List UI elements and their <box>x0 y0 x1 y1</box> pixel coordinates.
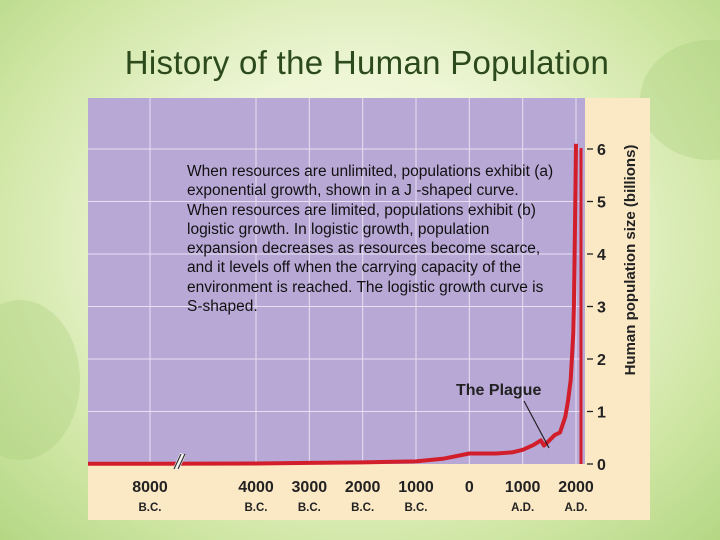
decorative-leaf <box>0 300 80 460</box>
axis-break-icon <box>173 452 186 471</box>
x-tick-sublabel: A.D. <box>511 502 534 514</box>
y-tick-label: 3 <box>597 300 606 317</box>
x-tick-label: 3000 <box>292 479 328 496</box>
y-axis-label: Human population size (billions) <box>622 145 639 376</box>
x-tick-label: 2000 <box>345 479 381 496</box>
slide-title: History of the Human Population <box>124 44 610 81</box>
population-chart: 0 1 2 3 4 5 6 8000 B.C. 4000 B.C. 3000 B.C. 2000 B.C. 1… <box>88 98 650 520</box>
y-tick-label: 5 <box>597 195 606 212</box>
x-tick-label: 8000 <box>132 479 168 496</box>
annotation-plague: The Plague <box>456 382 541 399</box>
y-tick-label: 0 <box>597 457 606 474</box>
population-curve <box>88 143 578 466</box>
x-tick-sublabel: B.C. <box>298 502 321 514</box>
x-tick-label: 0 <box>465 479 474 496</box>
x-axis-band <box>88 464 585 520</box>
y-tick-label: 4 <box>597 247 606 264</box>
x-tick-sublabel: B.C. <box>405 502 428 514</box>
x-tick-label: 1000 <box>505 479 541 496</box>
x-tick-label: 2000 <box>558 479 594 496</box>
body-text: When resources are unlimited, population… <box>187 163 554 316</box>
x-tick-sublabel: A.D. <box>565 502 588 514</box>
x-tick-sublabel: B.C. <box>351 502 374 514</box>
plot-background <box>88 98 650 520</box>
y-tick-label: 2 <box>597 352 606 369</box>
y-axis-band <box>585 98 650 520</box>
y-tick-label: 6 <box>597 142 606 159</box>
x-tick-label: 1000 <box>398 479 434 496</box>
y-tick-label: 1 <box>597 405 606 422</box>
x-tick-label: 4000 <box>238 479 274 496</box>
x-tick-sublabel: B.C. <box>139 502 162 514</box>
annotation-pointer <box>523 400 550 449</box>
x-tick-sublabel: B.C. <box>245 502 268 514</box>
